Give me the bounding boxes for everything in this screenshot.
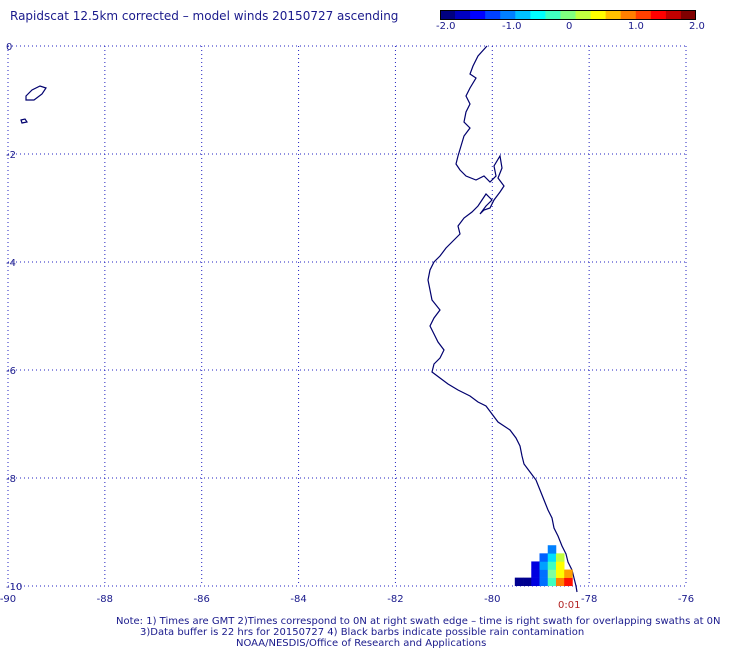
lon-tick-label: -84 (290, 594, 306, 605)
lon-tick-label: -80 (484, 594, 500, 605)
colorbar-label: 0 (566, 21, 573, 32)
colorbar-swatch (455, 10, 471, 20)
colorbar-border (440, 10, 696, 20)
lon-tick-label: -88 (97, 594, 113, 605)
wind-cell (531, 577, 540, 587)
wind-cell (539, 577, 549, 587)
colorbar-swatch (515, 10, 531, 20)
colorbar-swatch (470, 10, 486, 20)
colorbar-swatch (590, 10, 607, 20)
wind-cell (547, 569, 557, 578)
map-plot: -90 -88 -86 -84 -82 -80 -78 -76 0 -2 -4 -6 -8 -10 (0, 42, 694, 605)
colorbar-swatch (605, 10, 622, 20)
wind-cell (547, 577, 557, 587)
lon-tick-label: -90 (0, 594, 16, 605)
island-outline (20, 118, 28, 124)
colorbar-swatch (485, 10, 501, 20)
note-line: 3)Data buffer is 22 hrs for 20150727 4) … (140, 627, 585, 638)
wind-cell (547, 545, 557, 554)
wind-cell (531, 561, 540, 570)
lat-tick-label: 0 (6, 42, 12, 53)
lat-tick-label: -4 (6, 258, 16, 269)
colorbar-swatch (680, 10, 696, 20)
wind-cell (539, 561, 549, 570)
colorbar-swatch (665, 10, 682, 20)
wind-cell (555, 577, 565, 587)
colorbar-swatch (635, 10, 652, 20)
lat-tick-label: -2 (6, 150, 16, 161)
colorbar-label: -2.0 (436, 21, 456, 32)
lat-tick-label: -8 (6, 474, 16, 485)
wind-cell (523, 577, 532, 587)
wind-cell (531, 569, 540, 578)
lon-tick-label: -78 (581, 594, 597, 605)
lat-tick-label: -10 (6, 582, 22, 593)
colorbar-swatch (500, 10, 516, 20)
colorbar-swatch (440, 10, 456, 20)
lon-tick-label: -82 (387, 594, 403, 605)
colorbar-swatch (530, 10, 547, 20)
colorbar-swatch (545, 10, 562, 20)
wind-cell (564, 569, 573, 578)
note-line: NOAA/NESDIS/Office of Research and Appli… (236, 638, 487, 649)
wind-cell (547, 553, 557, 562)
note-line: Note: 1) Times are GMT 2)Times correspon… (116, 616, 721, 627)
wind-cell (547, 561, 557, 570)
lon-tick-label: -76 (678, 594, 694, 605)
wind-cell (564, 577, 573, 587)
swath-time-label: 0:01 (558, 600, 581, 611)
graticule (7, 45, 687, 587)
colorbar-label: 1.0 (628, 21, 644, 32)
lat-tick-label: -6 (6, 366, 16, 377)
colorbar-label: 2.0 (689, 21, 705, 32)
colorbar-swatch (575, 10, 592, 20)
wind-cell (555, 553, 565, 562)
colorbar-swatch (560, 10, 577, 20)
island-outline (25, 85, 47, 101)
map-title: Rapidscat 12.5km corrected – model winds… (10, 9, 399, 23)
colorbar-label: -1.0 (502, 21, 522, 32)
colorbar-swatch (620, 10, 637, 20)
wind-cell (539, 553, 549, 562)
lon-tick-label: -86 (194, 594, 210, 605)
wind-cell (539, 569, 549, 578)
colorbar (440, 10, 696, 20)
coastline (20, 45, 578, 593)
wind-swath (514, 545, 573, 587)
south-america-coastline (427, 45, 578, 593)
colorbar-swatch (650, 10, 667, 20)
wind-cell (555, 561, 565, 570)
wind-cell (555, 569, 565, 578)
axis-ticks: -90 -88 -86 -84 -82 -80 -78 -76 0 -2 -4 -6 -8 -10 (0, 42, 694, 605)
wind-cell (514, 577, 524, 587)
